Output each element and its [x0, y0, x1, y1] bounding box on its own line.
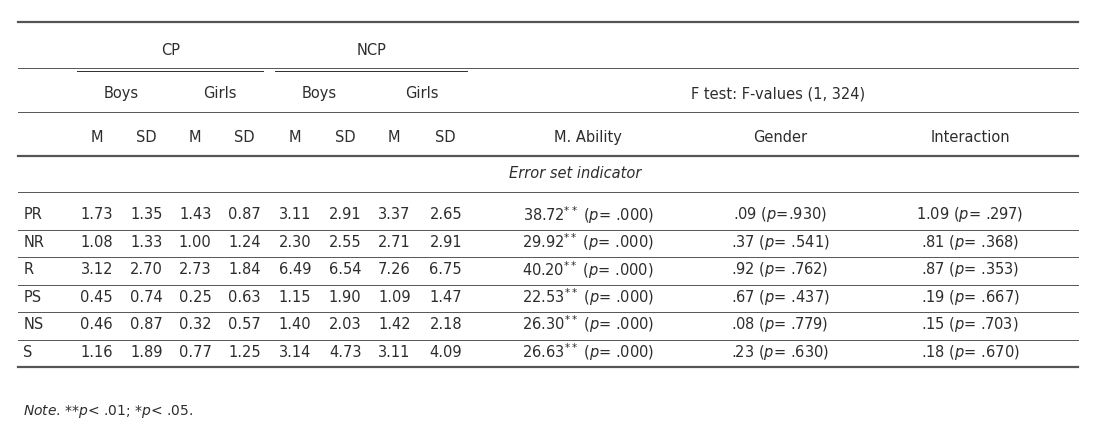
Text: 0.32: 0.32: [179, 317, 212, 332]
Text: NCP: NCP: [356, 43, 386, 58]
Text: 3.14: 3.14: [278, 345, 311, 360]
Text: 1.24: 1.24: [228, 235, 261, 249]
Text: PR: PR: [23, 207, 42, 222]
Text: 0.57: 0.57: [228, 317, 261, 332]
Text: 1.35: 1.35: [130, 207, 162, 222]
Text: 29.92$^{**}$ ($\mathit{p}$= .000): 29.92$^{**}$ ($\mathit{p}$= .000): [522, 231, 654, 253]
Text: 2.18: 2.18: [430, 317, 463, 332]
Text: 1.90: 1.90: [329, 290, 362, 304]
Text: 38.72$^{**}$ ($\mathit{p}$= .000): 38.72$^{**}$ ($\mathit{p}$= .000): [523, 204, 653, 226]
Text: PS: PS: [23, 290, 42, 304]
Text: .23 ($\mathit{p}$= .630): .23 ($\mathit{p}$= .630): [731, 343, 829, 362]
Text: 1.08: 1.08: [80, 235, 113, 249]
Text: 1.09: 1.09: [378, 290, 411, 304]
Text: M. Ability: M. Ability: [555, 130, 621, 145]
Text: 1.73: 1.73: [80, 207, 113, 222]
Text: 6.75: 6.75: [430, 262, 463, 277]
Text: 1.47: 1.47: [430, 290, 463, 304]
Text: 1.00: 1.00: [179, 235, 212, 249]
Text: 3.11: 3.11: [378, 345, 411, 360]
Text: SD: SD: [435, 130, 456, 145]
Text: $\mathit{Note}$. **$\mathit{p}$< .01; *$\mathit{p}$< .05.: $\mathit{Note}$. **$\mathit{p}$< .01; *$…: [23, 403, 193, 420]
Text: 1.25: 1.25: [228, 345, 261, 360]
Text: Girls: Girls: [404, 86, 438, 101]
Text: SD: SD: [334, 130, 355, 145]
Text: 2.71: 2.71: [378, 235, 411, 249]
Text: 3.11: 3.11: [278, 207, 311, 222]
Text: 1.16: 1.16: [80, 345, 113, 360]
Text: SD: SD: [235, 130, 254, 145]
Text: 2.65: 2.65: [430, 207, 463, 222]
Text: 1.84: 1.84: [228, 262, 261, 277]
Text: 0.87: 0.87: [130, 317, 163, 332]
Text: Error set indicator: Error set indicator: [509, 166, 641, 181]
Text: 4.09: 4.09: [430, 345, 463, 360]
Text: F test: F-values (1, 324): F test: F-values (1, 324): [690, 86, 865, 101]
Text: Boys: Boys: [302, 86, 338, 101]
Text: .37 ($\mathit{p}$= .541): .37 ($\mathit{p}$= .541): [731, 232, 830, 252]
Text: 0.45: 0.45: [80, 290, 113, 304]
Text: M: M: [388, 130, 401, 145]
Text: 26.63$^{**}$ ($\mathit{p}$= .000): 26.63$^{**}$ ($\mathit{p}$= .000): [522, 341, 654, 363]
Text: .08 ($\mathit{p}$= .779): .08 ($\mathit{p}$= .779): [731, 315, 829, 334]
Text: 3.37: 3.37: [378, 207, 411, 222]
Text: .81 ($\mathit{p}$= .368): .81 ($\mathit{p}$= .368): [921, 232, 1019, 252]
Text: 0.46: 0.46: [80, 317, 113, 332]
Text: 1.33: 1.33: [130, 235, 162, 249]
Text: 1.09 ($\mathit{p}$= .297): 1.09 ($\mathit{p}$= .297): [916, 205, 1024, 224]
Text: 2.03: 2.03: [329, 317, 362, 332]
Text: 2.91: 2.91: [329, 207, 362, 222]
Text: .92 ($\mathit{p}$= .762): .92 ($\mathit{p}$= .762): [731, 260, 829, 279]
Text: .67 ($\mathit{p}$= .437): .67 ($\mathit{p}$= .437): [731, 287, 830, 307]
Text: 3.12: 3.12: [80, 262, 113, 277]
Text: 0.77: 0.77: [179, 345, 212, 360]
Text: 2.55: 2.55: [329, 235, 362, 249]
Text: .09 ($\mathit{p}$=.930): .09 ($\mathit{p}$=.930): [733, 205, 827, 224]
Text: Gender: Gender: [753, 130, 807, 145]
Text: 1.42: 1.42: [378, 317, 411, 332]
Text: .87 ($\mathit{p}$= .353): .87 ($\mathit{p}$= .353): [921, 260, 1019, 279]
Text: 0.74: 0.74: [130, 290, 163, 304]
Text: 2.91: 2.91: [430, 235, 463, 249]
Text: .19 ($\mathit{p}$= .667): .19 ($\mathit{p}$= .667): [921, 287, 1019, 307]
Text: 26.30$^{**}$ ($\mathit{p}$= .000): 26.30$^{**}$ ($\mathit{p}$= .000): [522, 313, 654, 335]
Text: 2.30: 2.30: [278, 235, 311, 249]
Text: 4.73: 4.73: [329, 345, 362, 360]
Text: 0.25: 0.25: [179, 290, 212, 304]
Text: 2.73: 2.73: [179, 262, 212, 277]
Text: Interaction: Interaction: [931, 130, 1009, 145]
Text: 6.54: 6.54: [329, 262, 362, 277]
Text: 2.70: 2.70: [130, 262, 163, 277]
Text: CP: CP: [161, 43, 180, 58]
Text: M: M: [91, 130, 103, 145]
Text: 0.63: 0.63: [228, 290, 261, 304]
Text: S: S: [23, 345, 33, 360]
Text: 6.49: 6.49: [278, 262, 311, 277]
Text: .15 ($\mathit{p}$= .703): .15 ($\mathit{p}$= .703): [922, 315, 1019, 334]
Text: .18 ($\mathit{p}$= .670): .18 ($\mathit{p}$= .670): [921, 343, 1019, 362]
Text: 7.26: 7.26: [378, 262, 411, 277]
Text: Boys: Boys: [103, 86, 139, 101]
Text: NR: NR: [23, 235, 44, 249]
Text: 1.15: 1.15: [278, 290, 311, 304]
Text: SD: SD: [136, 130, 157, 145]
Text: NS: NS: [23, 317, 44, 332]
Text: Girls: Girls: [204, 86, 237, 101]
Text: M: M: [288, 130, 301, 145]
Text: 40.20$^{**}$ ($\mathit{p}$= .000): 40.20$^{**}$ ($\mathit{p}$= .000): [523, 259, 653, 281]
Text: 1.89: 1.89: [130, 345, 163, 360]
Text: 1.43: 1.43: [179, 207, 212, 222]
Text: M: M: [189, 130, 202, 145]
Text: R: R: [23, 262, 33, 277]
Text: 22.53$^{**}$ ($\mathit{p}$= .000): 22.53$^{**}$ ($\mathit{p}$= .000): [522, 286, 654, 308]
Text: 1.40: 1.40: [278, 317, 311, 332]
Text: 0.87: 0.87: [228, 207, 261, 222]
